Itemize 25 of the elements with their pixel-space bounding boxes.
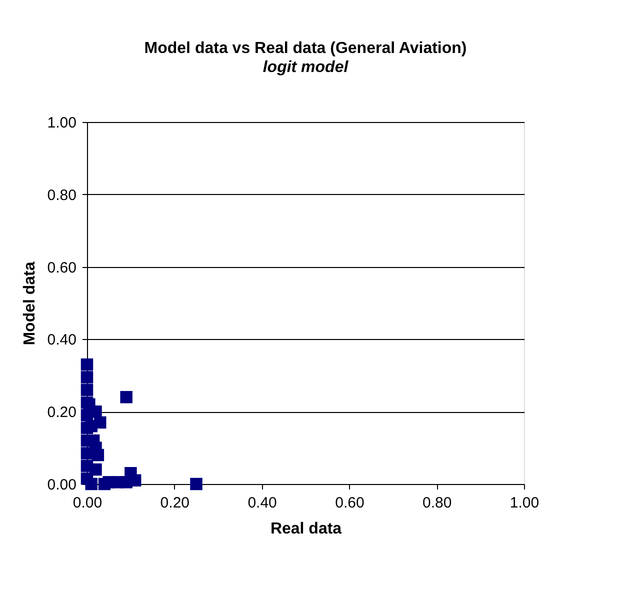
point <box>80 358 94 371</box>
y-tick-label: 0.00 <box>47 476 76 494</box>
y-axis-title: Model data <box>21 262 38 346</box>
y-tick-label: 0.20 <box>47 404 76 422</box>
point <box>85 478 98 490</box>
point <box>80 384 94 396</box>
point <box>90 463 102 476</box>
y-tick-label: 0.60 <box>47 259 76 276</box>
x-tick-label: 0.00 <box>72 494 102 512</box>
chart-title: Model data vs Real data (General Aviation) <box>144 40 467 57</box>
point <box>190 478 202 490</box>
point <box>120 390 132 404</box>
x-tick-label: 0.80 <box>422 494 452 512</box>
y-tick-label: 1.00 <box>47 114 76 132</box>
y-tick-label: 0.80 <box>47 186 76 204</box>
x-axis-title: Real data <box>270 520 342 538</box>
x-tick-label: 0.40 <box>248 494 277 512</box>
x-tick-label: 1.00 <box>510 494 540 512</box>
point <box>92 448 104 462</box>
chart-subtitle: logit model <box>262 59 349 76</box>
x-tick-label: 0.60 <box>335 494 364 512</box>
point <box>94 416 106 429</box>
y-tick-label: 0.40 <box>47 332 76 349</box>
point <box>80 371 94 384</box>
x-tick-label: 0.20 <box>160 494 190 512</box>
